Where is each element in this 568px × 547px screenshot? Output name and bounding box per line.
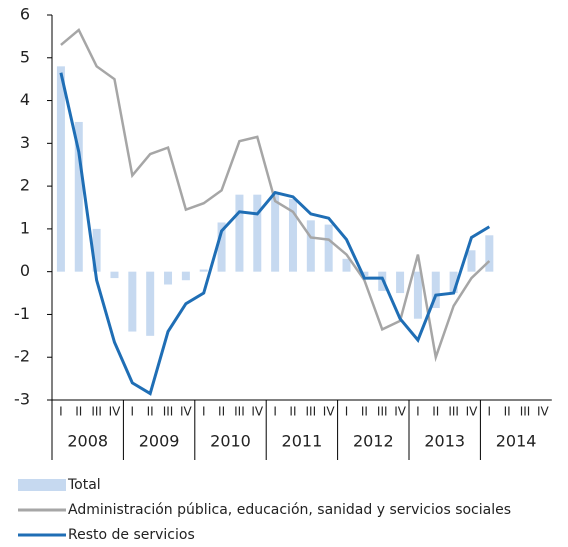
bar (413, 271, 422, 319)
x-tick-label: IV (466, 405, 479, 419)
x-tick-label: II (432, 405, 439, 419)
legend-swatch (18, 479, 66, 491)
y-tick-label: 1 (20, 218, 30, 237)
x-tick-label: IV (537, 405, 550, 419)
legend-label: Total (67, 477, 101, 493)
legend-label: Resto de servicios (68, 527, 195, 543)
year-label: 2012 (353, 432, 394, 451)
bar (56, 66, 65, 272)
x-tick-label: II (361, 405, 368, 419)
bar (235, 194, 244, 272)
x-tick-label: III (448, 405, 459, 419)
x-tick-label: II (147, 405, 154, 419)
bar (288, 198, 297, 272)
x-tick-label: I (488, 405, 492, 419)
y-tick-label: 4 (20, 90, 30, 109)
bar (199, 269, 208, 272)
x-tick-label: I (345, 405, 349, 419)
bar (181, 271, 190, 281)
y-tick-label: 3 (20, 133, 30, 152)
x-tick-label: III (163, 405, 174, 419)
year-label: 2008 (67, 432, 108, 451)
bar (74, 121, 83, 272)
x-tick-label: I (131, 405, 135, 419)
bar (253, 194, 262, 272)
x-tick-label: IV (323, 405, 336, 419)
x-tick-label: I (416, 405, 420, 419)
x-tick-label: IV (180, 405, 193, 419)
x-tick-label: IV (251, 405, 264, 419)
x-tick-label: I (273, 405, 277, 419)
bar (467, 250, 476, 272)
year-label: 2010 (210, 432, 251, 451)
y-tick-label: -1 (14, 304, 30, 323)
y-tick-label: -3 (14, 390, 30, 409)
bar (128, 271, 137, 332)
x-tick-label: I (202, 405, 206, 419)
bar (110, 271, 119, 279)
legend-label: Administración pública, educación, sanid… (68, 502, 511, 518)
x-tick-label: II (218, 405, 225, 419)
bar (485, 235, 494, 272)
x-tick-label: I (59, 405, 63, 419)
year-label: 2014 (496, 432, 537, 451)
x-tick-label: III (306, 405, 317, 419)
line (59, 72, 491, 396)
bar (92, 228, 101, 272)
year-label: 2009 (139, 432, 180, 451)
bar (271, 194, 280, 272)
bar (342, 258, 351, 272)
bar (324, 224, 333, 272)
x-tick-label: II (289, 405, 296, 419)
y-tick-label: -2 (14, 347, 30, 366)
x-tick-label: III (91, 405, 102, 419)
y-tick-label: 5 (20, 47, 30, 66)
x-tick-label: III (377, 405, 388, 419)
bar (217, 222, 226, 272)
bar (449, 271, 458, 294)
x-tick-label: II (504, 405, 511, 419)
y-tick-label: 6 (20, 5, 30, 24)
x-tick-label: II (75, 405, 82, 419)
bar (164, 271, 173, 285)
x-tick-label: III (234, 405, 245, 419)
x-tick-label: IV (394, 405, 407, 419)
year-label: 2013 (424, 432, 465, 451)
year-label: 2011 (282, 432, 323, 451)
y-tick-label: 2 (20, 176, 30, 195)
bar (360, 271, 369, 276)
bar (306, 220, 315, 272)
bar (396, 271, 405, 294)
x-tick-label: IV (109, 405, 122, 419)
bar (431, 271, 440, 309)
bar (146, 271, 155, 336)
y-tick-label: 0 (20, 261, 30, 280)
line (60, 27, 491, 363)
x-tick-label: III (520, 405, 531, 419)
